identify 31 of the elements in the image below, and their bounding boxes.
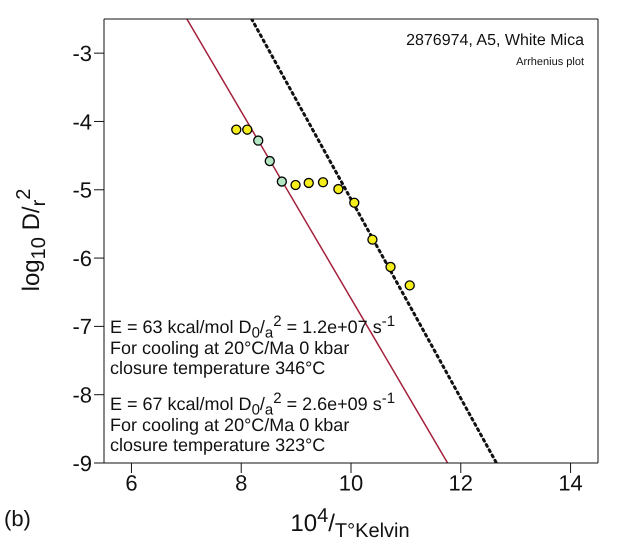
x-axis-title: 10$^{4}$/$_{T°Kelvin}$ (290, 505, 410, 543)
point (333, 184, 344, 194)
point (264, 156, 275, 166)
point (253, 135, 264, 146)
y-tick-label: -6 (72, 246, 92, 271)
text: 2876974, A5, White Mica (406, 32, 584, 50)
x-tick-label: 10 (338, 470, 364, 496)
text: Arrhenius plot (516, 56, 584, 68)
point (276, 176, 288, 187)
point (349, 198, 360, 208)
y-tick-label: -8 (72, 382, 92, 408)
text: (b) (4, 506, 31, 532)
point (404, 280, 415, 291)
y-tick-label: -4 (72, 109, 92, 134)
point (385, 262, 396, 272)
x-tick-label: 14 (558, 470, 583, 496)
point (318, 177, 328, 188)
y-tick-label: -3 (72, 40, 92, 66)
y-tick-label: -7 (72, 314, 92, 340)
x-tick-label: 8 (235, 470, 248, 496)
y-tick-label: -5 (72, 178, 92, 203)
point (231, 124, 242, 135)
x-tick-label: 6 (125, 470, 138, 496)
point (242, 124, 252, 135)
x-tick-label: 12 (448, 470, 474, 496)
annotation: closure temperature 323°C (110, 435, 326, 456)
point (304, 178, 314, 188)
annotation: closure temperature 346°C (110, 358, 326, 379)
point (367, 234, 378, 245)
point (290, 180, 301, 190)
y-tick-label: -9 (72, 450, 92, 476)
